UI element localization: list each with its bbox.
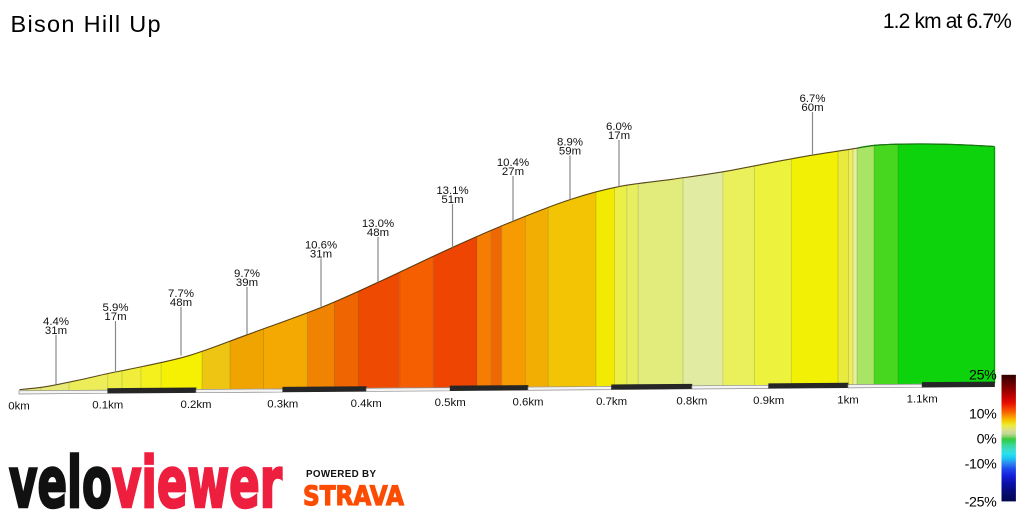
page-title: Bison Hill Up	[10, 11, 162, 37]
gradient-band	[26, 143, 41, 391]
x-axis-labels: 0km 0.1km 0.2km 0.3km 0.4km 0.5km 0.6km 0.7km 0.…	[8, 394, 937, 413]
gradient-band	[358, 143, 400, 391]
gradient-band	[477, 143, 492, 391]
strip-segment-dark	[282, 386, 367, 393]
x-axis-tick-label: 0.3km	[267, 399, 298, 411]
x-axis-tick-label: 1km	[837, 394, 859, 406]
strip-segment-light	[847, 383, 923, 389]
gradient-band	[848, 143, 853, 391]
gradient-label-length: 27m	[502, 166, 524, 178]
x-axis-tick-label: 0.4km	[351, 398, 382, 410]
strip-segment-light	[195, 388, 284, 394]
gradient-labels: 4.4%31m5.9%17m7.7%48m9.7%39m10.6%31m13.0…	[43, 93, 825, 385]
gradient-band	[898, 143, 995, 391]
x-axis-tick-label: 0.8km	[676, 395, 707, 407]
x-axis-tick-label: 0.2km	[180, 399, 211, 411]
x-axis-tick-label: 0.6km	[512, 397, 543, 409]
x-axis-tick-label: 0.1km	[92, 400, 123, 412]
gradient-band	[69, 143, 108, 391]
gradient-label-pct: 6.7%	[800, 93, 826, 105]
legend-label: 10%	[969, 406, 997, 422]
strip-segment-light	[527, 386, 612, 391]
gradient-band	[838, 143, 849, 391]
climb-summary: 1.2 km at 6.7%	[882, 10, 1012, 33]
x-axis-tick-label: 0km	[8, 400, 30, 412]
gradient-band	[334, 143, 359, 391]
legend-label: -10%	[965, 457, 998, 473]
gradient-band	[791, 143, 838, 391]
gradient-label-pct: 4.4%	[43, 316, 69, 328]
gradient-band	[122, 143, 141, 391]
gradient-label-pct: 8.9%	[557, 136, 583, 148]
gradient-band	[638, 143, 683, 391]
strip-segment-dark	[768, 382, 849, 389]
gradient-label-length: 59m	[559, 146, 581, 158]
strip-segment-light	[691, 384, 770, 390]
gradient-band	[202, 143, 230, 391]
gradient-band	[263, 143, 308, 391]
legend-label: 0%	[977, 431, 998, 447]
gradient-band	[41, 143, 69, 391]
strip-segment-light	[18, 389, 109, 395]
gradient-band	[491, 143, 502, 391]
gradient-band	[857, 143, 874, 391]
gradient-label-pct: 10.4%	[497, 157, 529, 169]
gradient-band	[161, 143, 202, 391]
gradient-band	[433, 143, 478, 391]
gradient-label-length: 48m	[367, 227, 389, 239]
gradient-label-pct: 6.0%	[606, 121, 632, 133]
x-axis-tick-label: 0.7km	[596, 396, 627, 408]
strip-segment-dark	[107, 387, 197, 394]
gradient-band	[614, 143, 627, 391]
legend-label: 25%	[969, 368, 997, 384]
gradient-label-pct: 13.0%	[362, 218, 394, 230]
strip-segment-dark	[449, 385, 529, 391]
gradient-label-pct: 7.7%	[168, 288, 194, 300]
strip-segment-light	[365, 387, 451, 392]
gradient-label-length: 60m	[801, 102, 823, 114]
gradient-label-length: 31m	[310, 249, 332, 261]
gradient-band	[853, 143, 857, 391]
x-axis-tick-label: 1.1km	[907, 394, 938, 406]
gradient-band	[19, 143, 27, 391]
gradient-label-pct: 10.6%	[305, 239, 337, 251]
gradient-band	[683, 143, 723, 391]
gradient-label-length: 17m	[608, 130, 630, 142]
gradient-label-length: 31m	[45, 325, 67, 337]
profile-outline-green	[858, 143, 995, 149]
gradient-band	[722, 143, 755, 391]
x-axis-tick-label: 0.5km	[435, 397, 466, 409]
strip-segment-dark	[611, 383, 693, 390]
gradient-band	[548, 143, 596, 391]
gradient-label-pct: 13.1%	[436, 185, 468, 197]
gradient-band	[399, 143, 434, 391]
gradient-band	[107, 143, 122, 391]
strip-segment-dark	[921, 381, 995, 388]
gradient-band	[754, 143, 792, 391]
legend-labels: 25% 10% 0% -10% -25%	[965, 368, 998, 511]
distance-strip	[18, 381, 995, 395]
gradient-label-pct: 9.7%	[234, 268, 260, 280]
gradient-label-length: 17m	[104, 311, 126, 323]
gradient-label-length: 39m	[236, 277, 258, 289]
gradient-label-length: 51m	[441, 194, 463, 206]
gradient-band	[230, 143, 264, 391]
gradient-band	[874, 143, 898, 391]
gradient-label-length: 48m	[170, 297, 192, 309]
gradient-band	[596, 143, 615, 391]
x-axis-tick-label: 0.9km	[753, 395, 784, 407]
gradient-label-pct: 5.9%	[103, 302, 129, 314]
gradient-band	[626, 143, 639, 391]
legend-gradient-bar	[1001, 374, 1016, 502]
legend-label: -25%	[965, 494, 998, 510]
